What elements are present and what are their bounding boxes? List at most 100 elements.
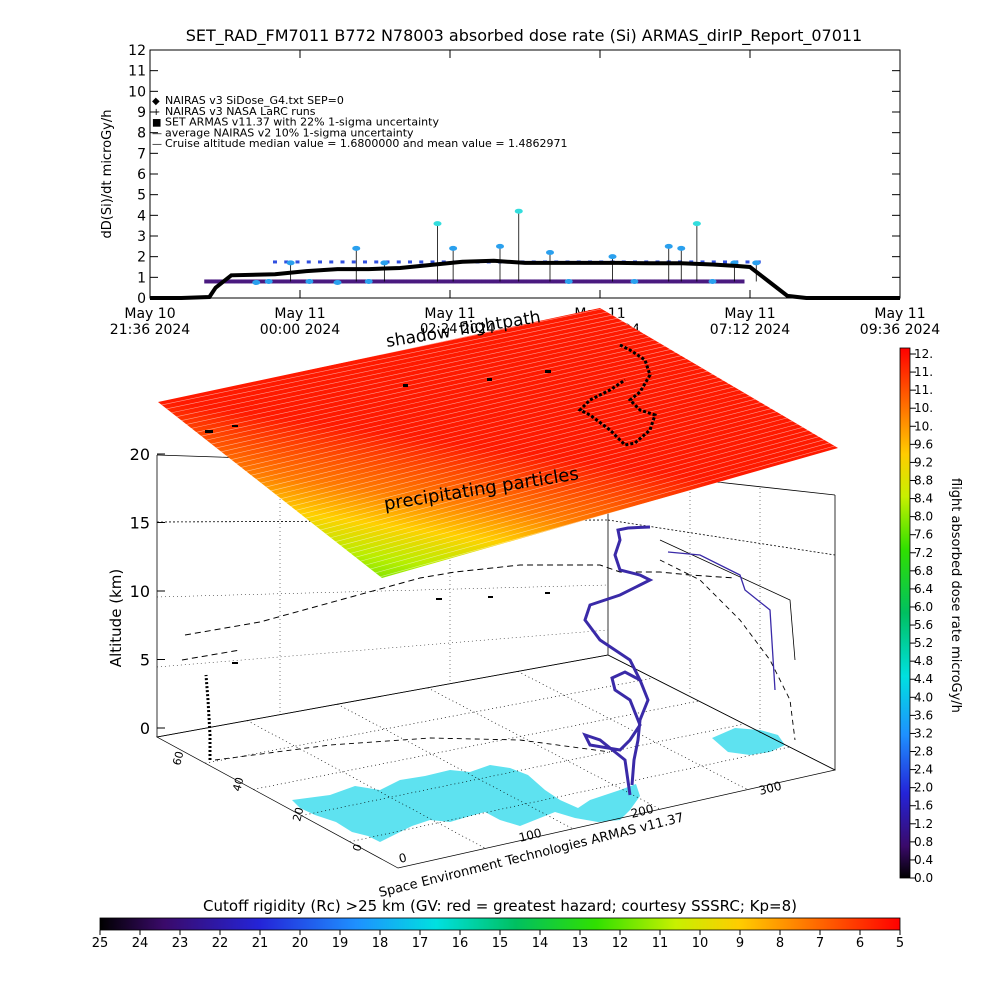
armas-point [444, 279, 449, 284]
dose-tick-label: 5.6 [914, 618, 933, 632]
dose-tick-label: 0.8 [914, 835, 933, 849]
sheet-stripe [306, 404, 771, 524]
rigidity-tick-label: 10 [692, 936, 709, 951]
sheet-stripe [321, 413, 786, 536]
sheet-stripe [211, 345, 670, 450]
armas-spike-marker [514, 208, 523, 214]
armas-spike-marker [546, 250, 554, 256]
sheet-stripe [296, 397, 760, 516]
z-tick-label: 15 [130, 514, 150, 533]
armas-point [421, 279, 426, 284]
legend-entry: SET ARMAS v11.37 with 22% 1-sigma uncert… [165, 116, 439, 129]
flight-shadow-line-2 [181, 649, 241, 661]
y-tick-label: 4 [137, 208, 146, 224]
armas-point [493, 279, 497, 284]
armas-point [350, 279, 355, 284]
sheet-stripe [360, 438, 829, 567]
dose-tick-label: 12. [914, 347, 933, 361]
lon-tick-label: 0 [397, 850, 408, 865]
sheet-stripe [331, 419, 797, 544]
flight-path-upper [577, 343, 657, 447]
flight-path-vertical [204, 674, 212, 760]
armas-spike-marker [496, 243, 504, 249]
armas-point [583, 279, 587, 284]
rigidity-tick-label: 16 [452, 936, 469, 951]
armas-point [553, 279, 557, 284]
armas-point [481, 279, 486, 284]
lat-tick-label: 0 [350, 843, 364, 853]
y-tick-label: 6 [137, 167, 146, 183]
armas-spike-marker [433, 221, 442, 227]
armas-point [721, 279, 726, 284]
armas-point [725, 279, 730, 284]
y-tick-label: 0 [137, 291, 146, 307]
dose-tick-label: 6.0 [914, 600, 933, 614]
y-tick-label: 9 [137, 105, 146, 121]
rigidity-tick-label: 8 [776, 936, 784, 951]
legend-marker: ◆ [152, 96, 160, 107]
armas-point [745, 260, 750, 264]
armas-spike-marker [264, 278, 273, 284]
sheet-stripe [206, 341, 665, 446]
legend-marker: — [152, 128, 162, 139]
armas-point [680, 279, 685, 284]
armas-spike-marker [608, 254, 617, 260]
dose-tick-label: 7.2 [914, 546, 933, 560]
armas-point [500, 279, 505, 284]
lon-tick-label: 300 [757, 779, 783, 798]
rigidity-tick-label: 5 [896, 936, 904, 951]
armas-point [425, 279, 430, 284]
x-tick-label-date: May 11 [274, 306, 325, 322]
floor-gridline [301, 723, 745, 816]
armas-point [459, 279, 464, 284]
rigidity-tick-label: 24 [132, 936, 149, 951]
floor-gridline [205, 677, 654, 764]
armas-spike-marker [692, 221, 701, 227]
sheet-stripe [171, 320, 628, 418]
armas-point [613, 279, 617, 284]
dose-tick-label: 2.8 [914, 745, 933, 759]
y-tick-label: 7 [137, 146, 146, 162]
sheet-stripe [276, 385, 739, 501]
armas-point [515, 279, 520, 284]
dose-tick-label: 2.0 [914, 781, 933, 795]
armas-point [485, 279, 490, 284]
x-tick-label-date: May 10 [124, 306, 175, 322]
lon-tick-label: 100 [517, 826, 543, 845]
armas-point [339, 279, 344, 284]
armas-point [301, 279, 306, 284]
armas-point [358, 279, 362, 284]
sheet-stripe [271, 382, 734, 497]
armas-point [418, 279, 422, 284]
armas-point [463, 279, 467, 284]
armas-point [414, 279, 419, 284]
sheet-stripe [346, 429, 813, 555]
floor-gridline [349, 746, 790, 843]
sheet-stripe [201, 338, 659, 442]
rigidity-ticks: 25 24 23 22 21 20 19 18 17 16 15 14 13 12 11 10 9 8 7 6 5 [92, 930, 904, 951]
armas-spike-marker [677, 245, 686, 251]
armas-point [403, 279, 407, 284]
dose-tick-label: 5.2 [914, 636, 933, 650]
lat-tick-label: 60 [170, 750, 186, 767]
floor-outline [155, 654, 837, 869]
dose-colorbar-ticks: 12. 11. 11. 10. 10. 9.6 9.2 8.8 8.4 8.0 7.6 7.2 6.8 6… [910, 347, 933, 885]
rigidity-tick-label: 18 [372, 936, 389, 951]
y-tick-label: 10 [128, 84, 146, 100]
armas-point [478, 279, 482, 284]
dose-tick-label: 11. [914, 383, 933, 397]
armas-point [343, 279, 347, 284]
sheet-stripe [181, 326, 638, 426]
armas-point [676, 279, 681, 284]
dose-tick-label: 7.6 [914, 528, 933, 542]
armas-point [470, 279, 475, 284]
sheet-stripe [365, 441, 834, 571]
armas-point [419, 260, 424, 264]
armas-spike-marker [252, 280, 261, 285]
armas-point [290, 279, 295, 284]
dose-tick-label: 4.0 [914, 690, 933, 704]
armas-point [650, 279, 655, 284]
dose-colorbar: 12. 11. 11. 10. 10. 9.6 9.2 8.8 8.4 8.0 7.6 7.2 6.8 6… [899, 347, 963, 885]
armas-point [575, 279, 580, 284]
